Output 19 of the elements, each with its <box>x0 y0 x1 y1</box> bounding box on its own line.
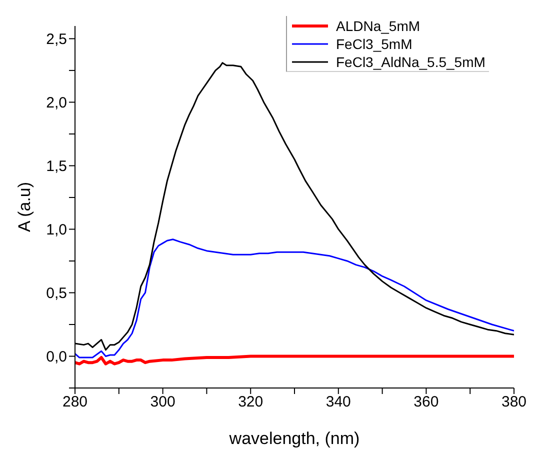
line-series <box>75 354 514 366</box>
y-tick-label: 0,5 <box>46 285 67 302</box>
y-axis-title: A (a.u) <box>15 182 34 232</box>
x-tick-label: 360 <box>414 394 439 411</box>
x-axis-title: wavelength, (nm) <box>228 429 360 448</box>
y-tick-label: 1,5 <box>46 158 67 176</box>
x-tick-label: 320 <box>238 394 264 411</box>
x-tick-label: 280 <box>62 394 88 411</box>
y-tick-label: 1,0 <box>46 222 67 239</box>
y-tick-label: 0,0 <box>46 348 67 366</box>
legend-label: ALDNa_5mM <box>336 17 420 35</box>
y-tick-label: 2,5 <box>46 31 67 48</box>
x-tick-label: 380 <box>501 394 527 411</box>
legend-label: FeCl3_AldNa_5.5_5mM <box>336 53 486 71</box>
x-tick-label: 300 <box>150 394 176 411</box>
line-series <box>75 238 514 358</box>
legend-label: FeCl3_5mM <box>336 35 412 53</box>
y-tick-label: 2,0 <box>46 94 67 112</box>
x-tick-label: 340 <box>326 394 351 411</box>
